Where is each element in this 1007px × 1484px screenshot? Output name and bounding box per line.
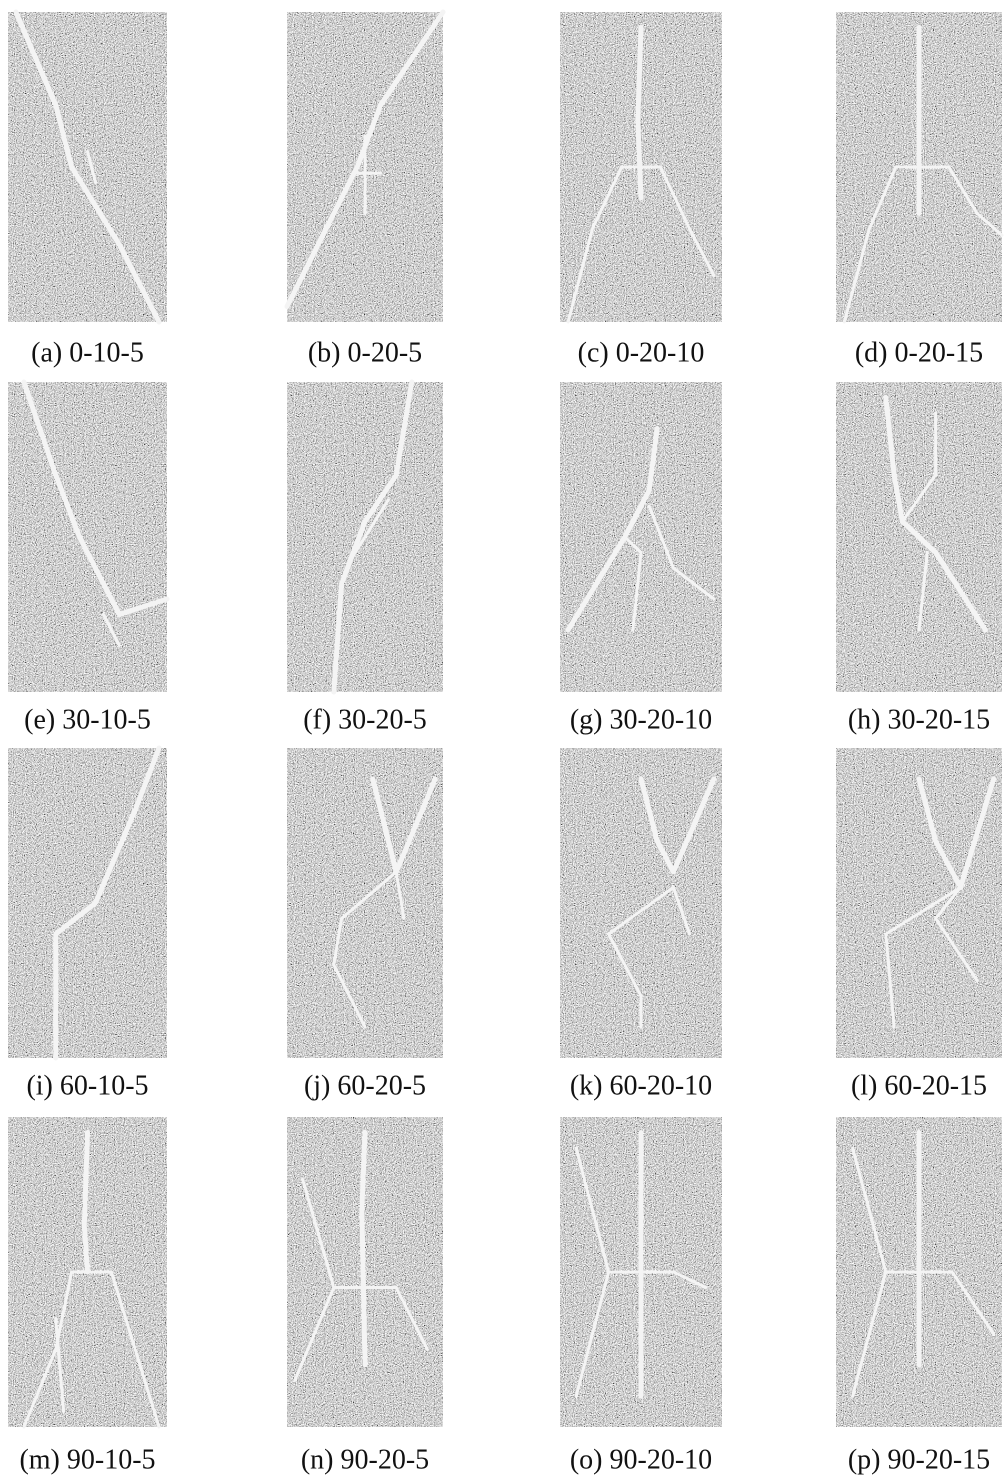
crack [638, 776, 717, 875]
crack [607, 886, 692, 936]
panel: (n) 90-20-5 [287, 1117, 443, 1475]
crack [565, 426, 660, 633]
panel: (b) 0-20-5 [284, 9, 446, 368]
panel-label: (i) 60-10-5 [26, 1070, 148, 1101]
panel-label: (c) 0-20-10 [578, 337, 705, 368]
panel-image [8, 382, 167, 692]
crack [332, 917, 367, 1029]
panel-image [287, 748, 443, 1058]
panel-label: (f) 30-20-5 [303, 704, 427, 735]
panel: (p) 90-20-15 [836, 1117, 1002, 1475]
crack [101, 613, 121, 647]
crack [900, 411, 938, 523]
crack [947, 165, 1004, 237]
crack [884, 886, 979, 982]
crack [566, 165, 624, 324]
crack [13, 9, 162, 325]
crack [340, 870, 406, 920]
crack [347, 498, 390, 564]
panel: (m) 90-10-5 [8, 1117, 167, 1475]
panel: (i) 60-10-5 [8, 745, 167, 1101]
crack [53, 745, 162, 1061]
panel-label: (e) 30-10-5 [24, 704, 151, 735]
crack [81, 1130, 90, 1275]
crack [842, 165, 898, 324]
panel: (e) 30-10-5 [8, 379, 170, 735]
panel-label: (d) 0-20-15 [855, 337, 983, 368]
panel: (c) 0-20-10 [560, 12, 722, 368]
panel: (d) 0-20-15 [836, 12, 1004, 368]
crack [647, 504, 716, 601]
panel: (j) 60-20-5 [287, 748, 443, 1101]
panel-image [836, 748, 1002, 1058]
crack [658, 165, 716, 277]
crack [54, 1317, 66, 1413]
panel-label: (k) 60-20-10 [570, 1070, 712, 1101]
crack [293, 1177, 336, 1382]
crack [607, 932, 643, 1029]
crack [86, 150, 97, 184]
crack [671, 1270, 708, 1289]
crack [884, 932, 896, 1029]
panel-label: (n) 90-20-5 [301, 1444, 429, 1475]
crack [21, 379, 170, 617]
crack [916, 776, 997, 890]
panel: (k) 60-20-10 [560, 748, 722, 1101]
panel-label: (g) 30-20-10 [570, 704, 712, 735]
panel-label: (p) 90-20-15 [848, 1444, 990, 1475]
crack [635, 25, 644, 201]
crack [394, 1286, 429, 1351]
panel: (f) 30-20-5 [287, 379, 443, 735]
crack [950, 1270, 996, 1336]
crack [359, 1130, 368, 1368]
panel: (g) 30-20-10 [560, 382, 722, 735]
crack [331, 379, 415, 695]
crack [284, 9, 446, 309]
panel: (a) 0-10-5 [8, 9, 167, 368]
panel-label: (j) 60-20-5 [304, 1070, 426, 1101]
panel-label: (a) 0-10-5 [31, 337, 144, 368]
crack [623, 535, 643, 632]
crack [574, 1146, 611, 1398]
crack [22, 1270, 74, 1429]
crack [109, 1270, 161, 1429]
panel-label: (b) 0-20-5 [308, 337, 422, 368]
panel-image [8, 12, 167, 322]
panel-label: (m) 90-10-5 [19, 1444, 155, 1475]
panel: (o) 90-20-10 [560, 1117, 722, 1475]
crack [917, 551, 929, 632]
panel-label: (o) 90-20-10 [570, 1444, 712, 1475]
crack [851, 1146, 888, 1398]
panel-label: (l) 60-20-15 [851, 1070, 987, 1101]
panel: (h) 30-20-15 [836, 382, 1002, 735]
panel: (l) 60-20-15 [836, 748, 1002, 1101]
panel-label: (h) 30-20-15 [848, 704, 990, 735]
panel-image [560, 382, 722, 692]
